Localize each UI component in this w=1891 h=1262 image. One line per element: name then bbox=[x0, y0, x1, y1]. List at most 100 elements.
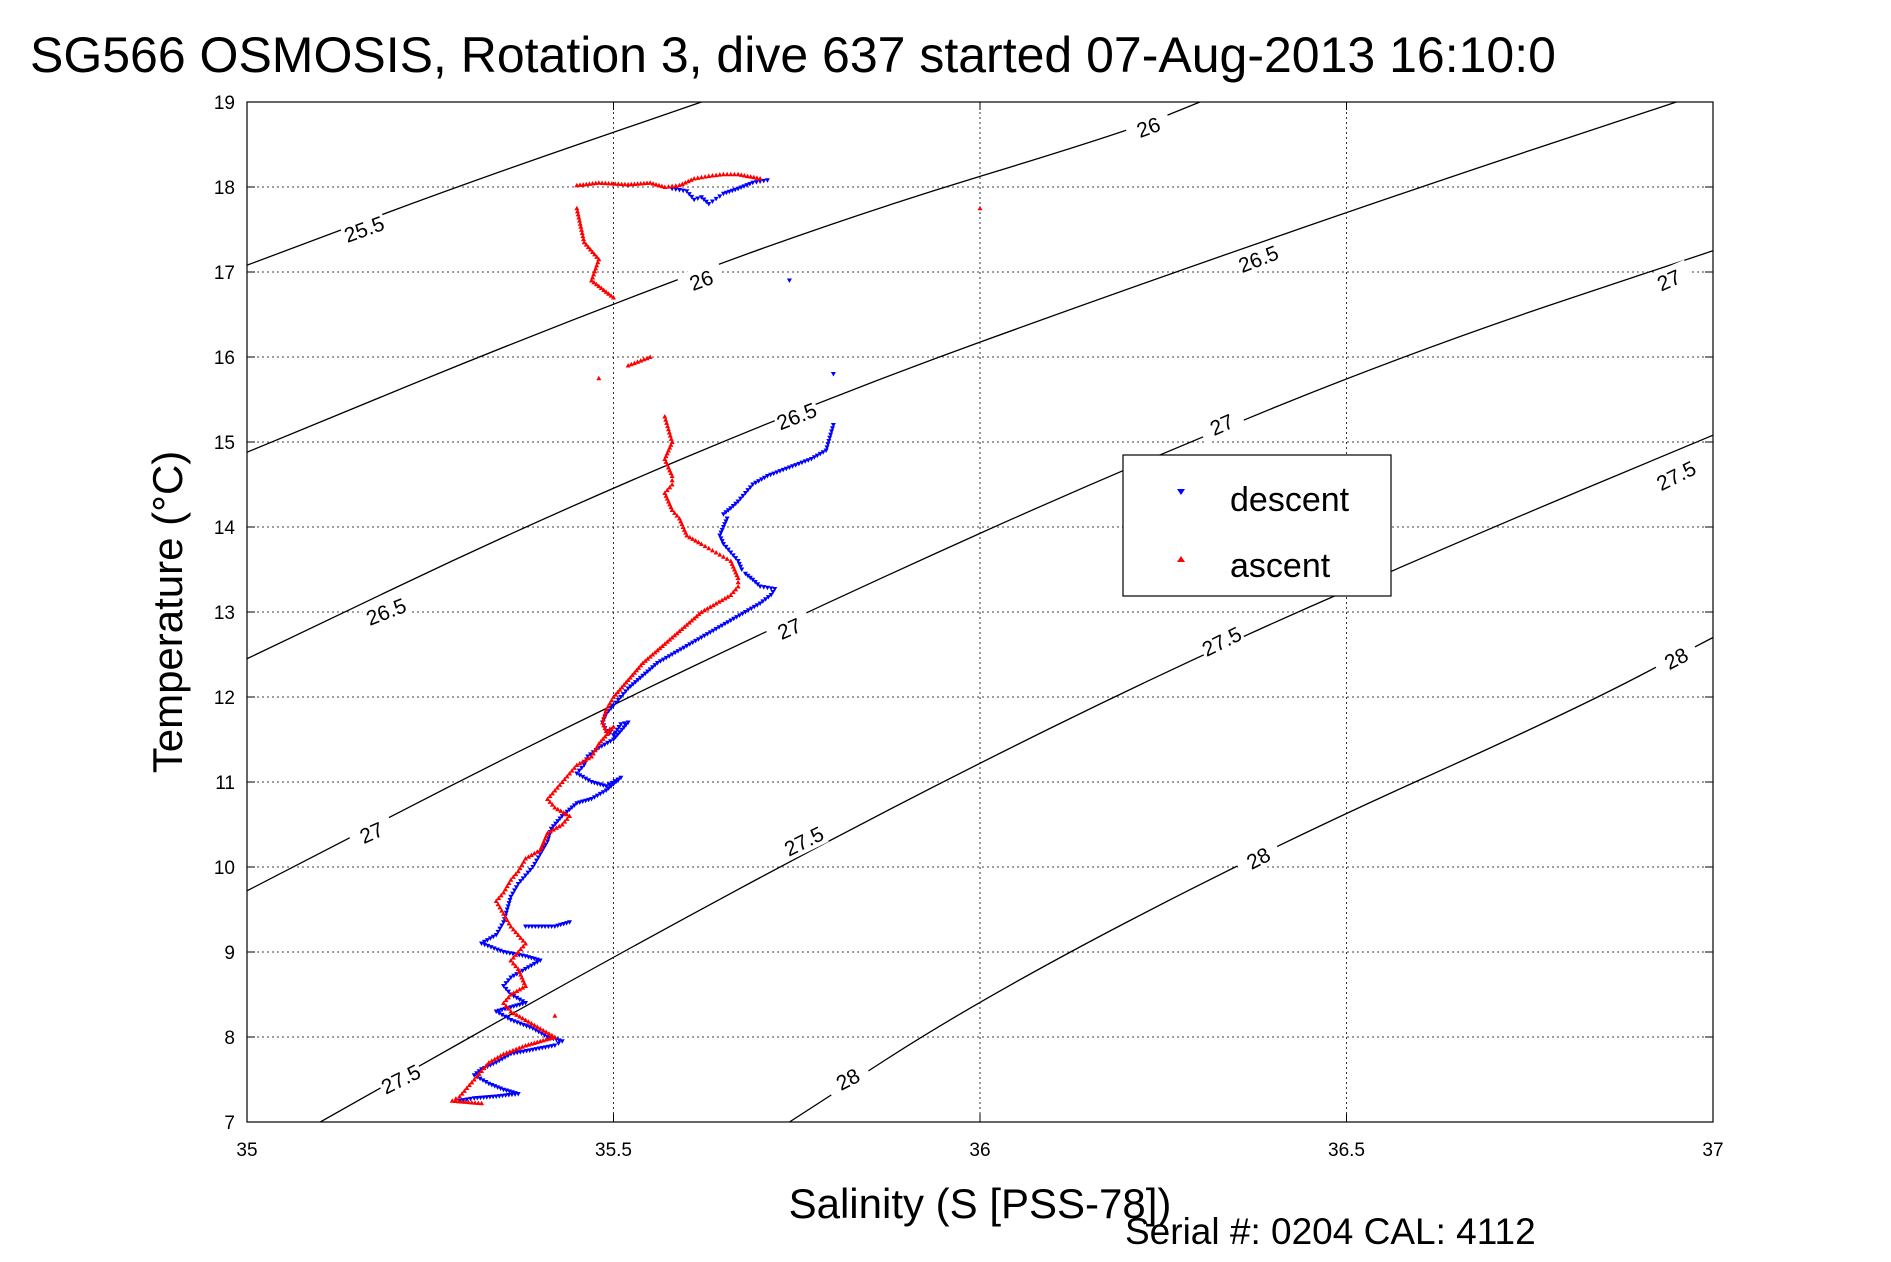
data-point-descent bbox=[523, 924, 529, 929]
data-point-ascent bbox=[590, 750, 596, 756]
data-point-descent bbox=[723, 510, 729, 515]
data-point-descent bbox=[678, 647, 684, 652]
data-point-ascent bbox=[508, 1009, 514, 1014]
data-point-descent bbox=[503, 986, 509, 992]
data-point-ascent bbox=[528, 1020, 534, 1026]
data-point-ascent bbox=[517, 986, 523, 992]
data-point-descent bbox=[542, 1033, 548, 1038]
data-point-descent bbox=[503, 981, 509, 986]
data-point-descent bbox=[615, 777, 621, 783]
data-point-descent bbox=[613, 700, 619, 706]
data-point-descent bbox=[488, 945, 494, 950]
data-point-ascent bbox=[665, 423, 671, 429]
data-point-ascent bbox=[611, 694, 616, 699]
data-point-ascent bbox=[659, 183, 665, 189]
data-point-descent bbox=[741, 184, 747, 189]
data-point-ascent bbox=[492, 1056, 498, 1062]
data-point-descent bbox=[757, 601, 763, 606]
data-point-descent bbox=[507, 897, 513, 903]
data-point-ascent bbox=[510, 874, 516, 879]
data-point-ascent bbox=[493, 898, 499, 903]
y-tick-label: 13 bbox=[214, 603, 235, 624]
data-point-descent bbox=[577, 773, 583, 778]
data-point-ascent bbox=[592, 747, 598, 753]
data-point-descent bbox=[508, 1018, 514, 1023]
data-point-ascent bbox=[716, 599, 722, 604]
data-point-descent bbox=[738, 185, 744, 191]
data-point-ascent bbox=[559, 779, 565, 784]
data-point-ascent bbox=[513, 1046, 519, 1052]
data-point-ascent bbox=[518, 935, 524, 940]
data-point-ascent bbox=[452, 1098, 458, 1104]
data-point-descent bbox=[826, 438, 832, 444]
data-point-ascent bbox=[503, 997, 509, 1003]
data-point-descent bbox=[499, 923, 505, 928]
data-point-descent bbox=[505, 1016, 511, 1021]
data-point-descent bbox=[614, 727, 620, 733]
data-point-ascent bbox=[528, 852, 534, 858]
data-point-descent bbox=[763, 597, 769, 602]
data-point-descent bbox=[689, 194, 695, 200]
data-point-ascent bbox=[481, 1065, 487, 1071]
data-point-ascent bbox=[499, 908, 505, 913]
data-point-descent bbox=[736, 561, 742, 567]
data-point-descent bbox=[695, 196, 701, 201]
data-point-ascent bbox=[514, 1012, 520, 1017]
data-point-ascent bbox=[635, 359, 641, 364]
data-point-ascent bbox=[495, 901, 501, 907]
data-point-ascent bbox=[564, 816, 570, 821]
data-point-ascent bbox=[662, 414, 668, 419]
contour-label-background bbox=[375, 1058, 426, 1100]
data-point-ascent bbox=[631, 360, 637, 366]
data-point-ascent bbox=[735, 584, 741, 589]
data-point-ascent bbox=[617, 687, 623, 692]
data-point-descent bbox=[618, 695, 624, 700]
data-point-descent bbox=[506, 901, 512, 906]
y-tick-label: 16 bbox=[214, 348, 235, 369]
data-point-descent bbox=[514, 995, 520, 1001]
data-point-ascent bbox=[689, 618, 695, 623]
data-point-descent bbox=[717, 533, 723, 538]
data-point-descent bbox=[567, 920, 573, 925]
data-point-descent bbox=[594, 793, 600, 799]
data-point-ascent bbox=[525, 1019, 531, 1024]
data-point-ascent bbox=[515, 868, 521, 874]
legend: descent ascent bbox=[1122, 454, 1392, 597]
data-point-descent bbox=[742, 491, 748, 496]
data-point-ascent bbox=[602, 180, 608, 186]
data-point-descent bbox=[532, 924, 538, 929]
data-point-ascent bbox=[698, 541, 704, 546]
data-point-ascent bbox=[693, 538, 699, 543]
data-point-ascent bbox=[587, 247, 593, 252]
data-point-descent bbox=[545, 924, 551, 929]
data-point-ascent bbox=[580, 759, 586, 764]
data-point-descent bbox=[608, 784, 614, 789]
data-point-ascent bbox=[720, 171, 726, 177]
data-point-descent bbox=[620, 692, 626, 697]
data-point-ascent bbox=[657, 645, 663, 651]
data-point-descent bbox=[605, 740, 611, 746]
data-point-ascent bbox=[644, 355, 650, 361]
data-point-descent bbox=[480, 1078, 486, 1083]
data-point-ascent bbox=[472, 1100, 478, 1105]
data-point-descent bbox=[723, 190, 729, 196]
data-point-descent bbox=[780, 467, 786, 473]
data-point-descent bbox=[520, 968, 526, 974]
data-point-descent bbox=[829, 426, 835, 431]
contour-label-background bbox=[1196, 620, 1247, 662]
data-point-descent bbox=[666, 654, 672, 659]
data-point-descent bbox=[723, 519, 729, 524]
data-point-descent bbox=[618, 722, 624, 727]
data-point-descent bbox=[718, 536, 724, 541]
data-point-descent bbox=[725, 547, 731, 553]
data-point-descent bbox=[830, 372, 836, 377]
data-point-descent bbox=[489, 1082, 495, 1088]
data-point-descent bbox=[580, 774, 586, 780]
data-point-descent bbox=[591, 795, 597, 800]
data-point-descent bbox=[613, 780, 619, 785]
contour-line-26-5 bbox=[247, 102, 1677, 660]
data-point-descent bbox=[539, 1031, 545, 1037]
data-point-descent bbox=[684, 644, 690, 649]
data-point-ascent bbox=[696, 611, 702, 617]
data-point-ascent bbox=[728, 171, 734, 177]
